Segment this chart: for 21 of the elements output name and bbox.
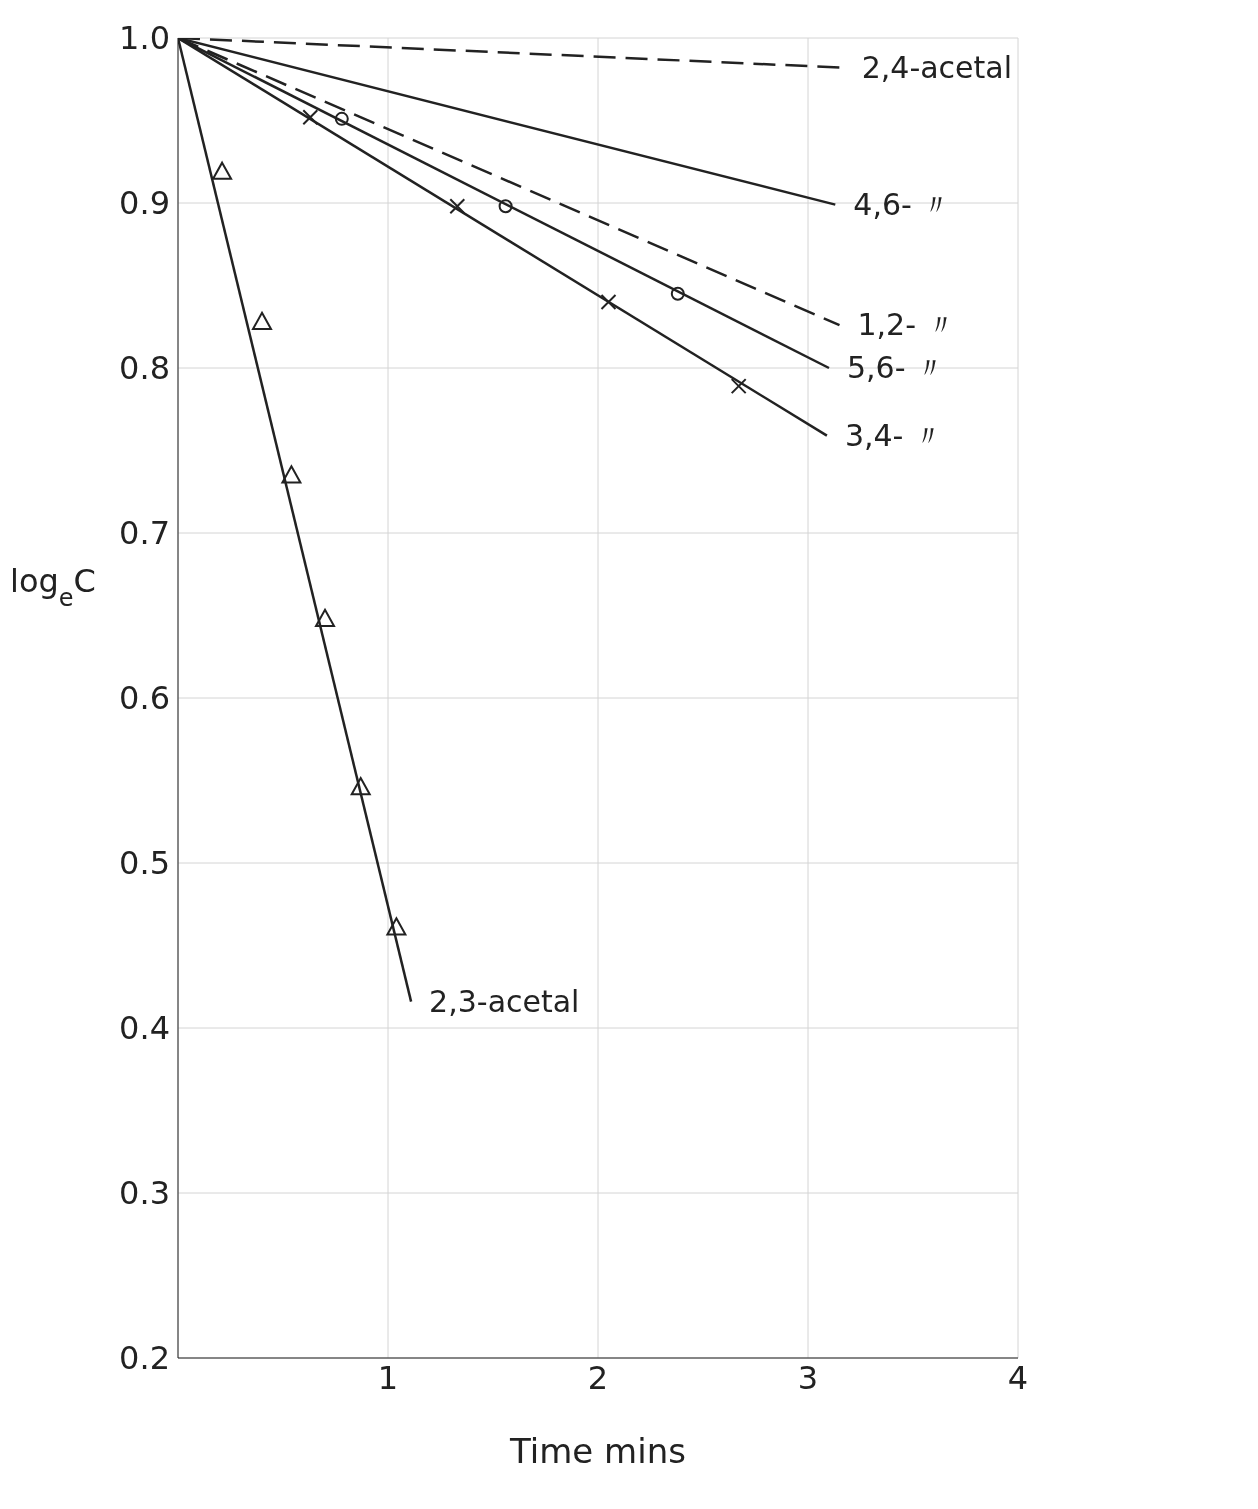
y-tick-label: 1.0 — [119, 19, 170, 58]
y-tick-label: 0.7 — [119, 514, 170, 553]
series-label: 4,6- 〃 — [853, 186, 952, 222]
y-tick-label: 0.2 — [119, 1339, 170, 1378]
y-tick-label: 0.6 — [119, 679, 170, 718]
series-label: 2,4-acetal — [861, 49, 1013, 85]
y-tick-label: 0.9 — [119, 184, 170, 223]
y-tick-label: 0.4 — [119, 1009, 170, 1048]
y-tick-label: 0.3 — [119, 1174, 170, 1213]
series-label: 1,2- 〃 — [857, 307, 956, 343]
x-tick-label: 4 — [1007, 1358, 1029, 1397]
x-tick-label: 1 — [377, 1358, 399, 1397]
y-tick-label: 0.5 — [119, 844, 170, 883]
x-tick-label: 2 — [587, 1358, 609, 1397]
y-axis-title: log$_{e}$C — [10, 562, 96, 613]
x-tick-label: 3 — [797, 1358, 819, 1397]
series-label: 3,4- 〃 — [844, 417, 943, 453]
x-axis-title: Time mins — [509, 1431, 686, 1471]
y-tick-label: 0.8 — [119, 349, 170, 388]
series-label: 2,3-acetal — [429, 983, 580, 1019]
series-label: 5,6- 〃 — [847, 350, 946, 385]
